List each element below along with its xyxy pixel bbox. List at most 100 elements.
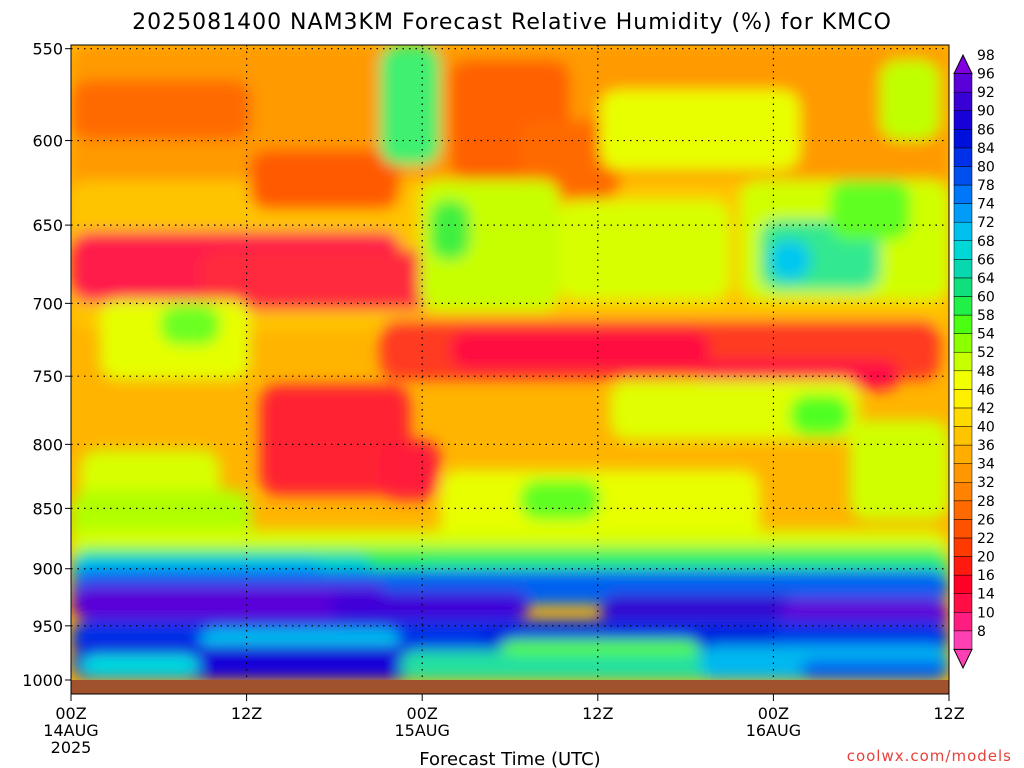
colorbar-swatch (953, 537, 973, 557)
humidity-region (600, 595, 800, 625)
colorbar-label: 40 (977, 420, 995, 436)
colorbar-label: 14 (977, 587, 995, 603)
colorbar-swatch (953, 612, 973, 632)
colorbar-label: 8 (977, 624, 986, 640)
humidity-region (200, 250, 430, 310)
colorbar-swatch (953, 166, 973, 186)
colorbar-label: 74 (977, 197, 995, 213)
humidity-region (600, 90, 800, 170)
colorbar: 8 10 14 16 20 22 26 28 32 34 36 40 42 46 48 52 54 58 60 64 6… (953, 48, 995, 670)
x-tick-label: 2025 (51, 738, 92, 757)
humidity-region (260, 385, 410, 495)
colorbar-swatch (953, 389, 973, 409)
colorbar-label: 84 (977, 141, 995, 157)
plot-frame (70, 44, 950, 695)
colorbar-label: 78 (977, 178, 995, 194)
humidity-field (71, 45, 949, 680)
colorbar-label: 22 (977, 531, 995, 547)
colorbar-swatch (953, 351, 973, 372)
colorbar-swatch (953, 91, 973, 111)
colorbar-swatch (953, 426, 973, 446)
humidity-region (880, 60, 940, 140)
colorbar-label: 92 (977, 85, 995, 101)
colorbar-label: 26 (977, 512, 995, 528)
colorbar-label: 36 (977, 438, 995, 454)
colorbar-label: 52 (977, 345, 995, 361)
colorbar-swatch (953, 444, 973, 464)
x-axis-label: Forecast Time (UTC) (419, 749, 600, 768)
colorbar-swatch (953, 129, 973, 149)
y-tick-label: 600 (32, 132, 63, 151)
colorbar-label: 72 (977, 215, 995, 231)
colorbar-swatch (953, 259, 973, 279)
y-tick-label: 800 (32, 435, 63, 454)
colorbar-swatch (953, 630, 973, 650)
colorbar-swatch (953, 556, 973, 576)
colorbar-label: 54 (977, 327, 995, 343)
y-tick-label: 950 (32, 617, 63, 636)
colorbar-swatch (953, 240, 973, 260)
colorbar-swatch (953, 184, 973, 204)
y-tick-label: 700 (32, 294, 63, 313)
humidity-region (520, 120, 620, 200)
humidity-region (380, 440, 440, 500)
colorbar-label: 60 (977, 289, 995, 305)
humidity-region (330, 592, 530, 620)
colorbar-label: 68 (977, 234, 995, 250)
y-tick-label: 650 (32, 216, 63, 235)
chart-title: 2025081400 NAM3KM Forecast Relative Humi… (132, 10, 892, 35)
colorbar-label: 96 (977, 67, 995, 83)
colorbar-label: 42 (977, 401, 995, 417)
colorbar-max-arrow (953, 53, 973, 75)
humidity-region (430, 200, 470, 260)
colorbar-label: 90 (977, 104, 995, 120)
colorbar-swatch (953, 574, 973, 594)
colorbar-label: 98 (977, 48, 995, 64)
colorbar-label: 10 (977, 605, 995, 621)
humidity-region (800, 660, 949, 680)
colorbar-label: 58 (977, 308, 995, 324)
humidity-regions (71, 45, 949, 680)
colorbar-label: 20 (977, 550, 995, 566)
colorbar-min-arrow (953, 648, 973, 670)
x-tick-label: 00Z (758, 704, 789, 723)
x-tick-label: 16AUG (746, 721, 801, 740)
x-tick-label: 12Z (582, 704, 613, 723)
humidity-region (850, 420, 949, 520)
humidity-region (450, 330, 710, 370)
x-tick-label: 12Z (231, 704, 262, 723)
y-tick-label: 900 (32, 560, 63, 579)
humidity-region (71, 80, 251, 140)
y-tick-label: 750 (32, 367, 63, 386)
colorbar-swatch (953, 73, 973, 93)
y-axis: 2503003504004505005506006507007508008509… (22, 40, 71, 690)
colorbar-label: 64 (977, 271, 995, 287)
x-tick-label: 12Z (933, 704, 964, 723)
humidity-region (380, 45, 440, 165)
colorbar-swatch (953, 203, 973, 223)
x-tick-label: 00Z (407, 704, 438, 723)
humidity-region (560, 200, 730, 300)
humidity-region (71, 585, 391, 620)
colorbar-label: 34 (977, 457, 995, 473)
colorbar-swatch (953, 314, 973, 334)
humidity-region (80, 655, 200, 675)
colorbar-swatch (953, 463, 973, 483)
colorbar-label: 46 (977, 382, 995, 398)
x-tick-label: 00Z (55, 704, 86, 723)
colorbar-label: 48 (977, 364, 995, 380)
x-tick-label: 15AUG (394, 721, 449, 740)
colorbar-label: 80 (977, 159, 995, 175)
colorbar-label: 32 (977, 475, 995, 491)
humidity-region (830, 180, 910, 240)
surface-band (71, 680, 949, 694)
humidity-region (770, 240, 810, 280)
credit-text: coolwx.com/models (847, 747, 1012, 765)
colorbar-swatch (953, 147, 973, 167)
colorbar-swatch (953, 277, 973, 297)
colorbar-label: 28 (977, 494, 995, 510)
colorbar-swatch (953, 333, 973, 353)
humidity-region (160, 305, 220, 345)
